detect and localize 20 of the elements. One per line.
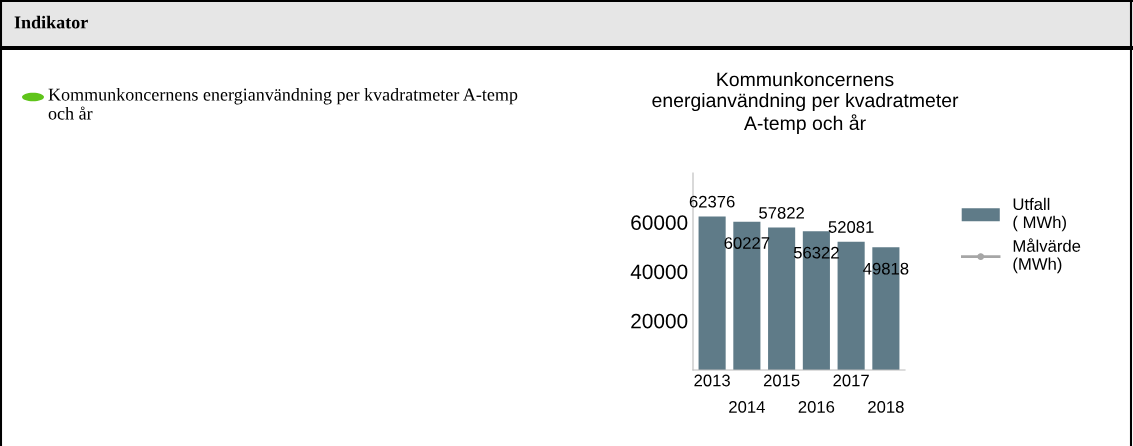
y-tick-label: 60000: [631, 215, 688, 230]
x-tick-label: 2015: [763, 374, 800, 387]
bar: [698, 216, 726, 370]
bar: [837, 241, 865, 370]
x-tick-label: 2018: [868, 401, 904, 413]
bar: [768, 227, 796, 370]
legend-label: Målvärde (MWh): [1013, 238, 1081, 274]
y-tick-label: 20000: [631, 313, 688, 329]
y-tick-label: 40000: [630, 264, 688, 280]
data-label: 62376: [689, 195, 735, 208]
x-tick-label: 2013: [694, 374, 730, 387]
x-tick-label: 2016: [798, 401, 835, 413]
x-tick-label: 2017: [833, 374, 869, 387]
text: Indikator: [14, 15, 88, 29]
x-tick-label: 2014: [729, 401, 765, 413]
legend-label: Utfall ( MWh): [1013, 197, 1066, 232]
chart-title: Kommunkoncernens energianvändning per kvadratmeter A-temp och år: [652, 72, 959, 134]
text: Kommunkoncernens energianvändning per kvadratmeter A-temp och år: [48, 88, 518, 120]
data-label: 52081: [828, 221, 874, 233]
data-label: 57822: [759, 206, 804, 219]
